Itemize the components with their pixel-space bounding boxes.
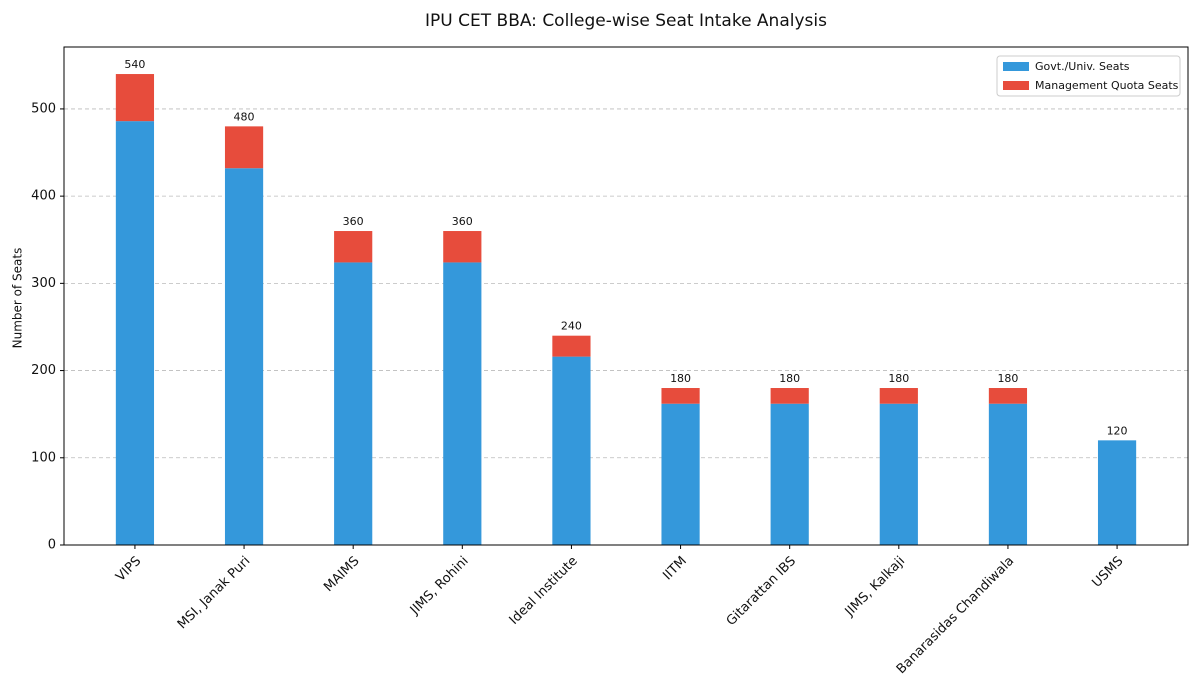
bar [770, 388, 809, 404]
bar [224, 126, 264, 169]
legend-box [996, 55, 1181, 97]
bar [988, 403, 1028, 545]
total-label: 180 [670, 372, 691, 385]
y-tick-label: 200 [31, 363, 56, 378]
total-label: 180 [997, 372, 1018, 385]
legend-label: Govt./Univ. Seats [1035, 60, 1130, 73]
legend-swatch [1003, 62, 1029, 71]
y-tick-label: 300 [31, 276, 56, 291]
bar [552, 356, 591, 545]
chart-title: IPU CET BBA: College-wise Seat Intake An… [425, 11, 827, 31]
y-tick-label: 500 [31, 101, 56, 116]
legend-swatch [1003, 81, 1029, 90]
bar [443, 262, 482, 545]
bar [770, 403, 809, 545]
bar [224, 168, 264, 545]
total-label: 120 [1107, 424, 1128, 437]
x-tick-label: VIPS [113, 554, 144, 585]
bar [661, 403, 700, 545]
total-label: 240 [561, 320, 582, 333]
bar [879, 388, 918, 404]
x-tick-label: MSI, Janak Puri [175, 554, 254, 633]
plot-frame [63, 46, 1189, 546]
bar [879, 403, 918, 545]
bar [334, 231, 373, 263]
bar [552, 335, 591, 357]
y-tick-label: 100 [31, 450, 56, 465]
x-tick-label: Banarasidas Chandiwala [894, 554, 1017, 677]
total-label: 360 [343, 215, 364, 228]
bar [334, 262, 373, 545]
bar [115, 121, 155, 545]
bar [443, 231, 482, 263]
y-tick-label: 400 [31, 189, 56, 204]
x-tick-label: JIMS, Kalkaji [842, 554, 908, 620]
total-label: 180 [779, 372, 800, 385]
bar [988, 388, 1028, 404]
y-tick-label: 0 [48, 538, 56, 553]
x-tick-label: IITM [660, 554, 690, 584]
legend-label: Management Quota Seats [1035, 79, 1179, 92]
x-tick-label: Ideal Institute [507, 554, 581, 628]
total-label: 360 [452, 215, 473, 228]
x-tick-label: MAIMS [321, 554, 362, 595]
x-tick-label: Gitarattan IBS [724, 554, 799, 629]
total-label: 480 [234, 110, 255, 123]
total-label: 180 [888, 372, 909, 385]
bar [1097, 440, 1137, 545]
bar [115, 74, 155, 122]
bar [661, 388, 700, 404]
x-tick-label: JIMS, Rohini [407, 554, 472, 619]
y-axis-label: Number of Seats [11, 248, 25, 349]
x-tick-label: USMS [1089, 554, 1126, 591]
total-label: 540 [124, 58, 145, 71]
